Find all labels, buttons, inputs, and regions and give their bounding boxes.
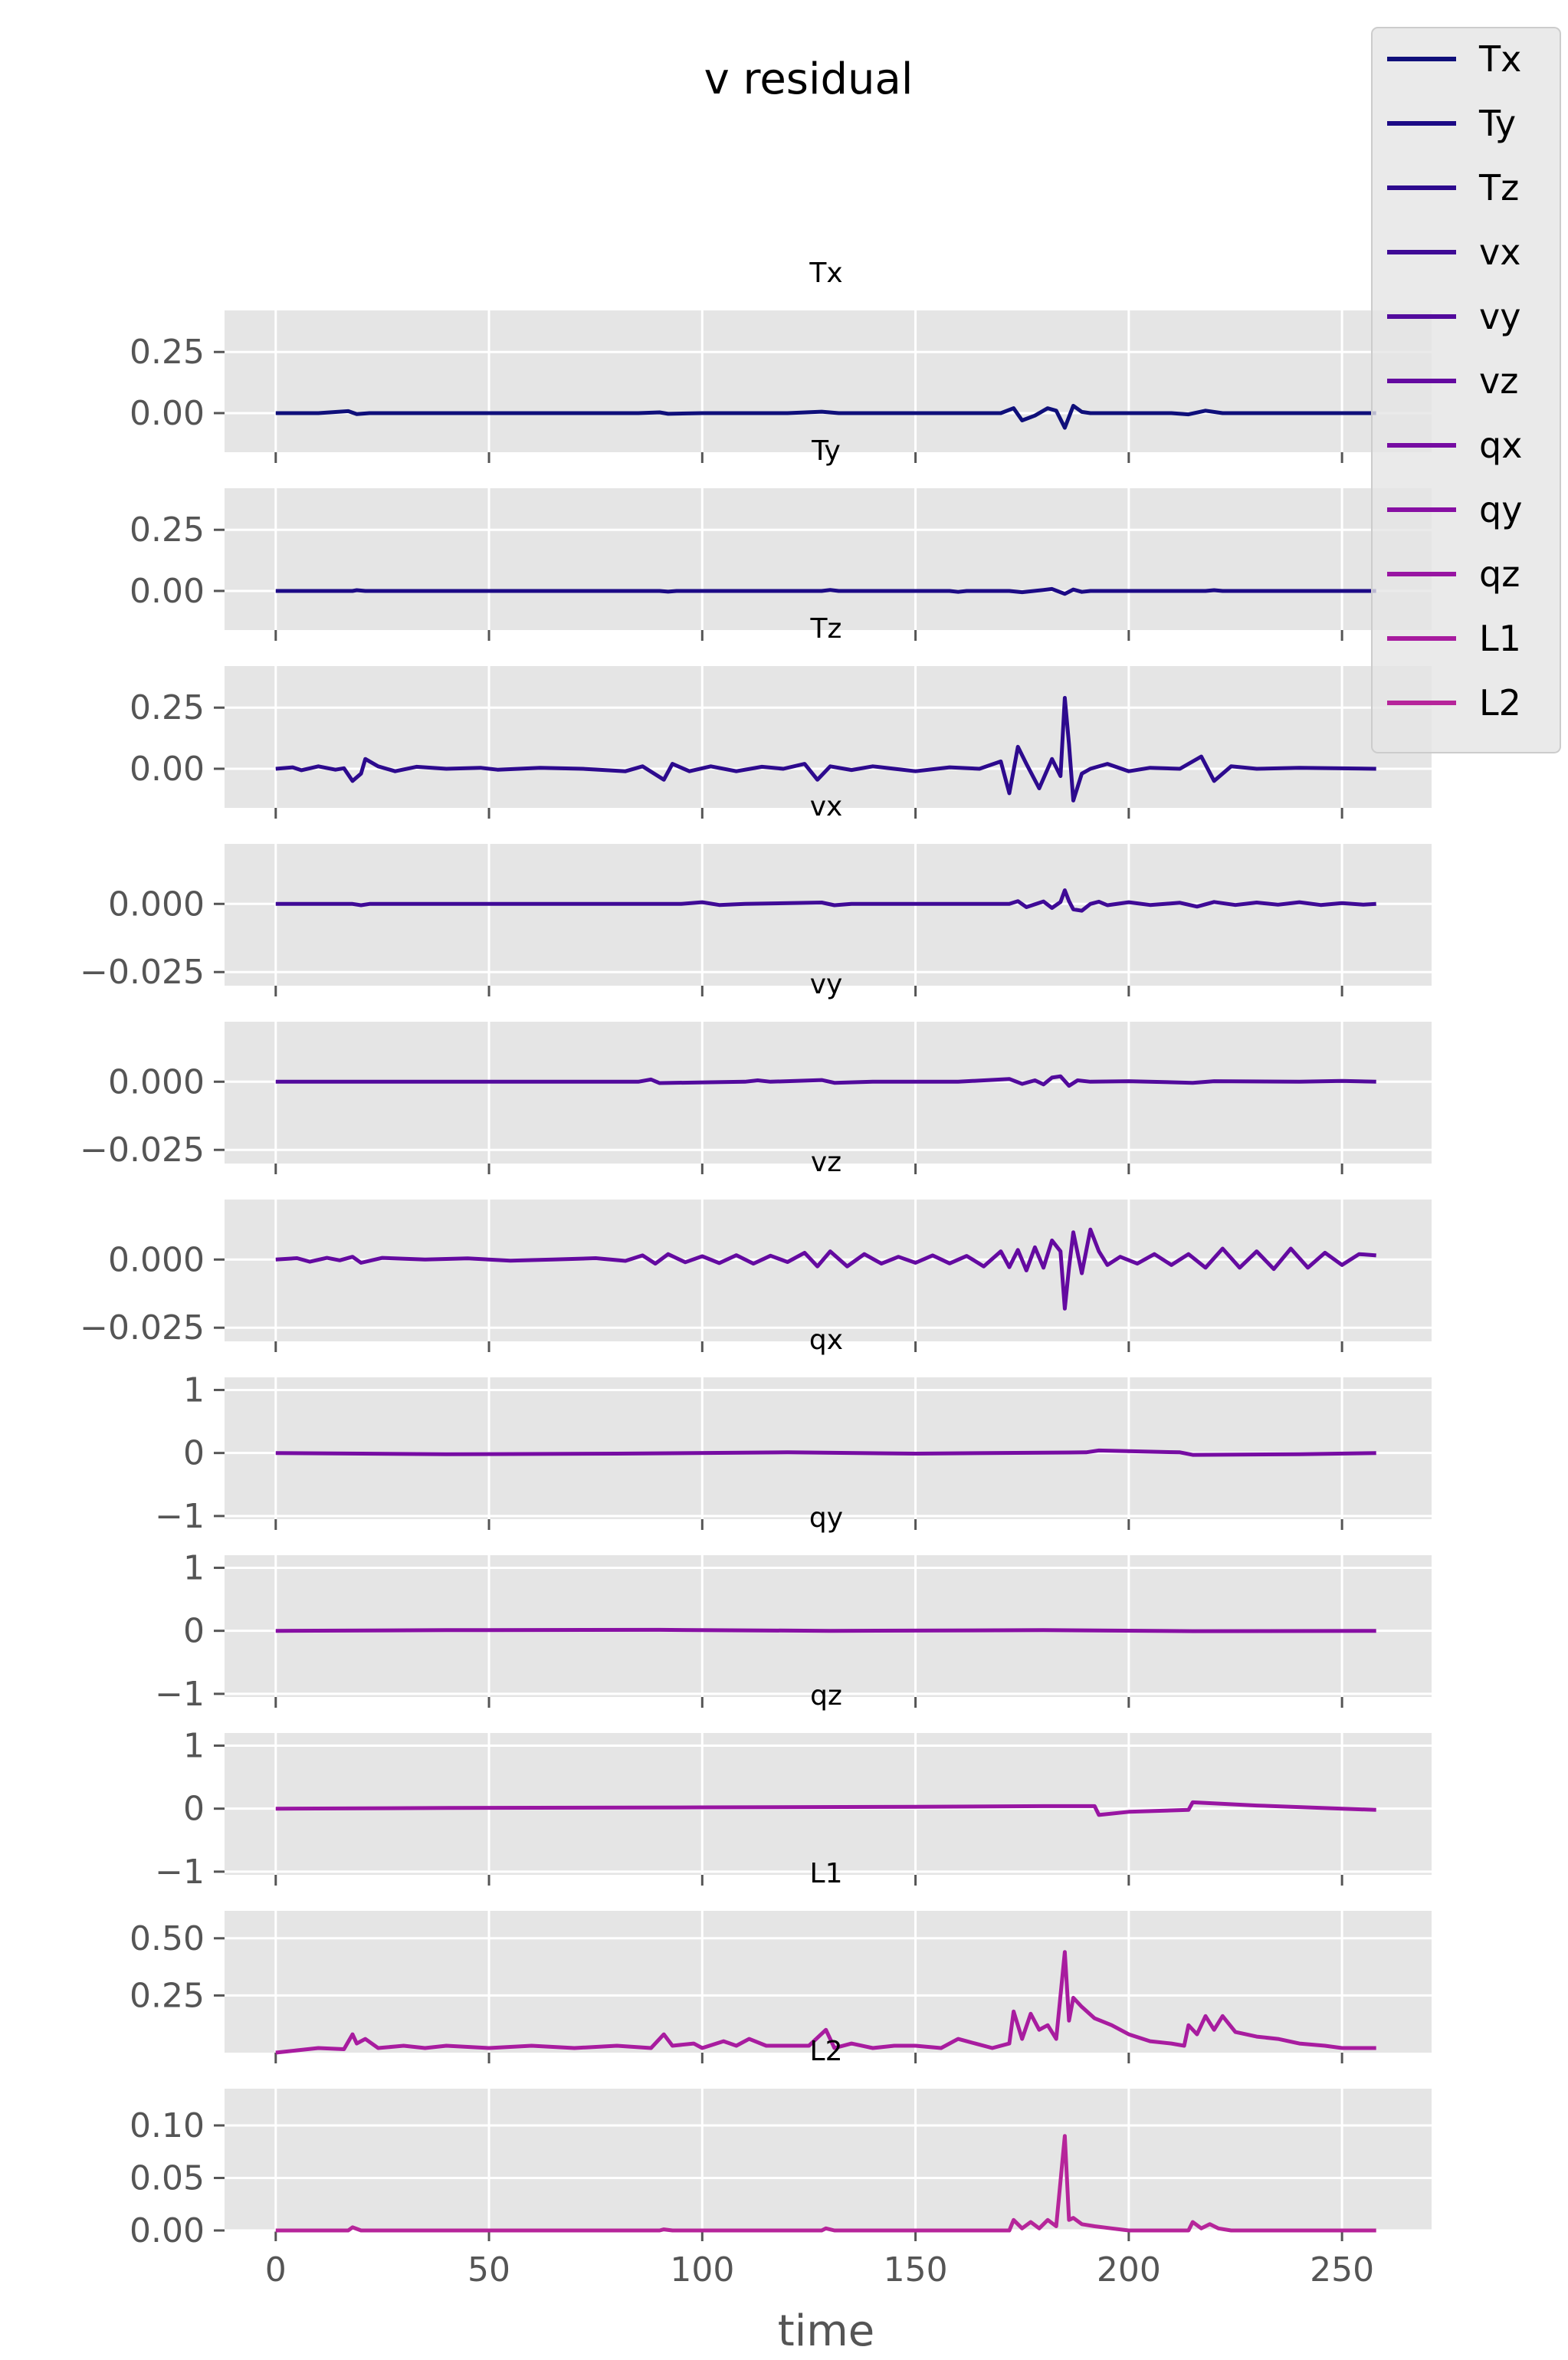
panel-vz: −0.025 0.000 vz	[80, 1147, 1432, 1352]
y-tick-label: −0.025	[80, 1131, 205, 1170]
panel-Tx: 0.00 0.25 Tx	[130, 258, 1432, 463]
y-tick-label: 1	[183, 1370, 205, 1410]
subplot-title: Ty	[811, 435, 841, 467]
x-axis-label: time	[778, 2306, 875, 2356]
series-line-qx	[275, 1448, 1376, 1457]
y-tick-label: 0.10	[130, 2106, 205, 2145]
series-line-Tz	[275, 696, 1376, 803]
legend-label-L2: L2	[1479, 682, 1521, 724]
series-line-L2	[275, 2134, 1376, 2233]
y-tick-label: −0.025	[80, 1308, 205, 1347]
panel-background	[225, 488, 1432, 630]
subplot-title: qx	[809, 1324, 843, 1356]
panel-background	[225, 1377, 1432, 1519]
panel-Ty: 0.00 0.25 Ty	[130, 435, 1432, 641]
subplot-title: vz	[811, 1147, 841, 1178]
subplot-title: qy	[809, 1502, 843, 1534]
subplot-title: vx	[810, 791, 843, 822]
y-tick-label: 1	[183, 1726, 205, 1765]
panel-qx: −1 0 1 qx	[155, 1324, 1432, 1536]
y-tick-label: −1	[155, 1675, 205, 1714]
panel-L1: 0.25 0.50 L1	[130, 1858, 1432, 2063]
y-tick-label: 0.00	[130, 750, 205, 789]
series-line-qy	[275, 1627, 1376, 1633]
y-tick-label: 1	[183, 1548, 205, 1587]
panel-L2: 0.00 0.05 0.10 L2	[130, 2036, 1432, 2250]
panel-vy: −0.025 0.000 vy	[80, 969, 1432, 1174]
y-tick-label: 0.000	[108, 1240, 205, 1279]
subplot-title: vy	[810, 969, 843, 1000]
panel-Tz: 0.00 0.25 Tz	[130, 613, 1432, 819]
panel-background	[225, 1022, 1432, 1164]
subplot-title: Tx	[809, 258, 842, 289]
y-tick-label: 0.25	[130, 510, 205, 550]
x-tick-label: 150	[884, 2250, 948, 2289]
subplot-title: Tz	[810, 613, 842, 645]
x-tick-label: 50	[467, 2250, 510, 2289]
series-line-L1	[275, 1950, 1376, 2055]
legend-label-qz: qz	[1479, 553, 1520, 595]
y-tick-label: 0.000	[108, 1062, 205, 1101]
x-tick-label: 0	[265, 2250, 287, 2289]
y-tick-label: −1	[155, 1497, 205, 1536]
legend-box	[1371, 27, 1561, 753]
series-line-qz	[275, 1800, 1376, 1817]
y-tick-label: 0.00	[130, 572, 205, 611]
y-tick-label: 0	[183, 1612, 205, 1651]
y-tick-label: 0	[183, 1434, 205, 1473]
y-tick-label: 0	[183, 1790, 205, 1829]
y-tick-label: 0.00	[130, 2211, 205, 2250]
x-tick-label: 200	[1097, 2250, 1161, 2289]
legend-label-vz: vz	[1479, 360, 1518, 402]
panel-background	[225, 1911, 1432, 2053]
y-tick-label: 0.00	[130, 394, 205, 433]
subplot-grid: 0.00 0.25 Tx 0.00 0.25 Ty 0.00 0.25 Tz −0.025 0.00…	[80, 258, 1432, 2289]
panel-background	[225, 1200, 1432, 1341]
panel-background	[225, 2089, 1432, 2230]
panel-qz: −1 0 1 qz	[155, 1680, 1432, 1892]
y-tick-label: 0.25	[130, 688, 205, 727]
subplot-title: qz	[810, 1680, 842, 1712]
chart-title: v residual	[704, 54, 914, 104]
panel-background	[225, 666, 1432, 808]
legend-label-qy: qy	[1479, 489, 1522, 530]
legend: Tx Ty Tz vx vy vz qx qy qz L1 L2	[1371, 27, 1561, 753]
panel-background	[225, 310, 1432, 452]
panel-vx: −0.025 0.000 vx	[80, 791, 1432, 996]
series-line-Ty	[275, 586, 1376, 596]
y-tick-label: −1	[155, 1853, 205, 1892]
legend-label-L1: L1	[1479, 618, 1521, 659]
panel-qy: −1 0 1 qy	[155, 1502, 1432, 1714]
legend-label-qx: qx	[1479, 425, 1522, 466]
y-tick-label: 0.25	[130, 1976, 205, 2015]
x-tick-label: 250	[1310, 2250, 1374, 2289]
series-line-vz	[275, 1227, 1376, 1311]
x-tick-label: 100	[670, 2250, 734, 2289]
series-line-vx	[275, 888, 1376, 913]
legend-label-vx: vx	[1479, 231, 1520, 273]
subplot-title: L1	[810, 1858, 843, 1889]
panel-background	[225, 1555, 1432, 1697]
legend-label-Ty: Ty	[1478, 103, 1516, 144]
y-tick-label: 0.000	[108, 885, 205, 924]
legend-label-Tx: Tx	[1478, 38, 1521, 80]
y-tick-label: 0.50	[130, 1919, 205, 1958]
y-tick-label: 0.05	[130, 2158, 205, 2198]
y-tick-label: −0.025	[80, 953, 205, 992]
subplot-title: L2	[810, 2036, 843, 2067]
legend-label-vy: vy	[1479, 296, 1520, 337]
panel-background	[225, 844, 1432, 986]
legend-label-Tz: Tz	[1478, 167, 1519, 208]
series-line-Tx	[275, 403, 1376, 430]
y-tick-label: 0.25	[130, 333, 205, 372]
series-line-vy	[275, 1074, 1376, 1088]
